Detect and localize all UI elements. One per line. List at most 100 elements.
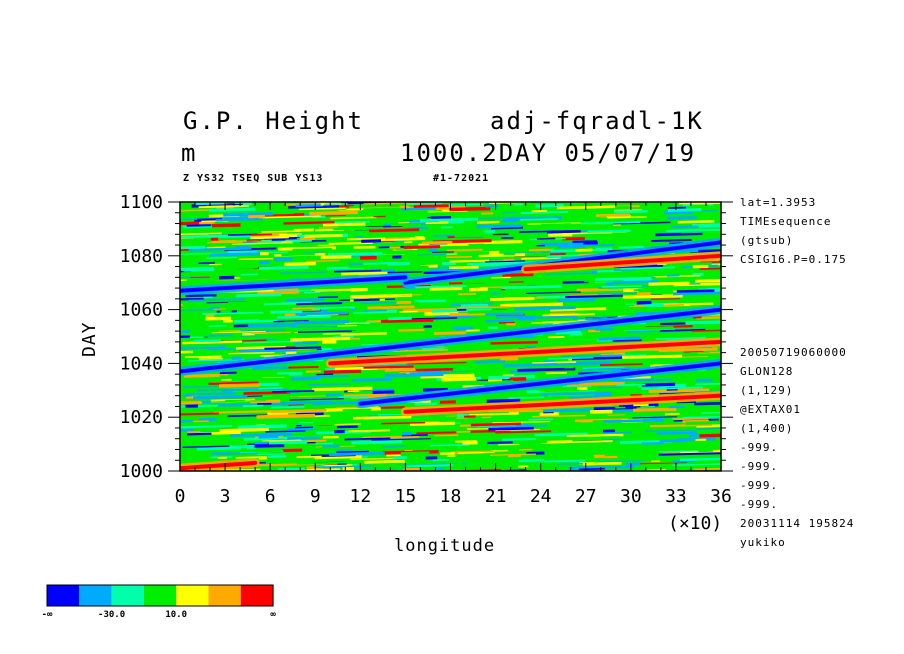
field-streak bbox=[417, 300, 446, 303]
field-streak bbox=[546, 357, 594, 360]
field-streak bbox=[566, 433, 624, 438]
field-streak bbox=[434, 424, 452, 429]
field-streak bbox=[280, 271, 328, 274]
field-streak bbox=[229, 388, 289, 392]
field-streak bbox=[517, 367, 576, 372]
field-streak bbox=[584, 217, 608, 221]
field-streak bbox=[696, 427, 721, 430]
field-streak bbox=[514, 203, 524, 206]
field-streak bbox=[452, 215, 486, 218]
info-line: -999. bbox=[740, 479, 779, 492]
field-streak bbox=[341, 271, 388, 276]
field-streak bbox=[419, 217, 478, 223]
field-streak bbox=[529, 455, 567, 458]
field-streak bbox=[531, 209, 548, 213]
colorbar: -∞ -30.0 10.0 ∞ bbox=[42, 584, 276, 620]
field-streak bbox=[605, 282, 615, 286]
field-streak bbox=[449, 206, 491, 212]
field-streak bbox=[548, 336, 565, 339]
info-line: 20050719060000 bbox=[740, 346, 847, 359]
field-streak bbox=[396, 300, 412, 305]
field-streak bbox=[270, 310, 303, 314]
field-streak bbox=[698, 448, 713, 453]
field-streak bbox=[607, 414, 626, 416]
field-streak bbox=[210, 400, 266, 403]
field-streak bbox=[651, 460, 661, 462]
field-streak bbox=[210, 237, 220, 241]
field-streak bbox=[204, 436, 219, 439]
title-variable: G.P. Height bbox=[183, 107, 364, 135]
field-streak bbox=[495, 315, 537, 319]
field-streak bbox=[514, 306, 576, 311]
field-streak bbox=[673, 282, 721, 287]
field-streak bbox=[414, 402, 438, 406]
field-streak bbox=[182, 234, 228, 239]
field-streak bbox=[402, 431, 412, 436]
field-streak bbox=[485, 312, 525, 316]
field-streak bbox=[229, 444, 255, 448]
field-streak bbox=[622, 304, 635, 307]
field-streak bbox=[281, 252, 315, 257]
field-streak bbox=[467, 309, 523, 314]
field-streak bbox=[260, 251, 269, 256]
field-streak bbox=[616, 383, 646, 387]
field-streak bbox=[290, 336, 351, 342]
x-tick-label: 6 bbox=[265, 486, 276, 507]
field-streak bbox=[311, 386, 373, 392]
field-streak bbox=[602, 273, 619, 277]
field-streak bbox=[543, 360, 555, 363]
field-streak bbox=[460, 303, 489, 308]
field-streak bbox=[296, 455, 322, 459]
field-streak bbox=[311, 230, 371, 234]
field-streak bbox=[225, 294, 237, 297]
x-tick-label: 9 bbox=[310, 486, 321, 507]
field-streak bbox=[334, 269, 382, 273]
field-streak bbox=[565, 294, 623, 299]
field-streak bbox=[636, 300, 652, 305]
field-streak bbox=[576, 444, 631, 448]
field-streak bbox=[398, 209, 443, 213]
field-streak bbox=[185, 407, 221, 410]
field-streak bbox=[185, 404, 199, 408]
subtitle-right: #1-72021 bbox=[433, 173, 490, 184]
field-streak bbox=[361, 239, 382, 243]
field-streak bbox=[434, 434, 459, 437]
field-streak bbox=[359, 425, 413, 429]
field-streak bbox=[488, 258, 504, 261]
field-streak bbox=[695, 323, 721, 328]
field-streak bbox=[429, 286, 463, 291]
field-streak bbox=[368, 233, 393, 236]
field-streak bbox=[206, 256, 238, 259]
field-streak bbox=[330, 216, 377, 220]
field-streak bbox=[695, 378, 713, 382]
field-streak bbox=[183, 373, 229, 378]
field-streak bbox=[296, 294, 348, 298]
info-line: -999. bbox=[740, 441, 779, 454]
field-streak bbox=[342, 408, 372, 412]
field-streak bbox=[495, 430, 552, 434]
field-streak bbox=[268, 343, 294, 346]
field-streak bbox=[513, 377, 527, 381]
info-line: (1,129) bbox=[740, 384, 794, 397]
field-streak bbox=[669, 405, 685, 409]
x-tick-label: 33 bbox=[665, 486, 687, 507]
field-streak bbox=[353, 298, 380, 302]
field-streak bbox=[417, 251, 475, 255]
info-block-bottom: 20050719060000 GLON128 (1,129) @EXTAX01 … bbox=[740, 343, 854, 552]
field-streak bbox=[413, 254, 437, 258]
field-streak bbox=[350, 457, 404, 460]
field-streak bbox=[260, 306, 285, 311]
field-streak bbox=[575, 248, 593, 252]
field-streak bbox=[298, 207, 346, 211]
field-streak bbox=[363, 309, 387, 312]
field-streak bbox=[199, 357, 223, 360]
field-streak bbox=[602, 438, 622, 441]
field-streak bbox=[199, 458, 259, 462]
field-streak bbox=[294, 326, 333, 330]
field-streak bbox=[395, 268, 431, 272]
field-streak bbox=[422, 240, 453, 245]
field-streak bbox=[648, 388, 710, 393]
field-streak bbox=[231, 242, 294, 245]
field-streak bbox=[503, 253, 516, 256]
field-streak bbox=[162, 276, 175, 279]
